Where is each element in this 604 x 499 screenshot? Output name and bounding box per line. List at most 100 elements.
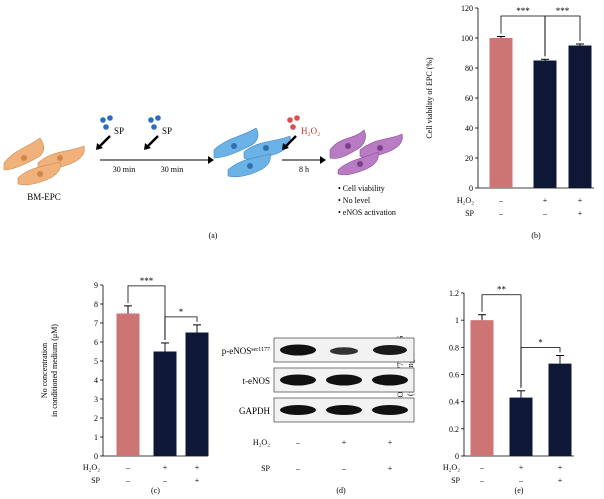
chart-e-bar-H2O2 (509, 397, 533, 456)
blot-h2o2-label: H₂O₂ (253, 438, 270, 447)
chart-e-ytick-label-6: 1.2 (449, 289, 459, 298)
chart-c-cond-label-1: SP (91, 476, 100, 485)
sp-add-arrowhead-2 (144, 143, 151, 150)
chart-b-cond-label-1: SP (465, 209, 474, 218)
chart-b-caption: (b) (531, 231, 541, 240)
sp-dots-2 (148, 115, 161, 130)
chart-c-sig-label-0: *** (140, 276, 154, 286)
outcome-no-level: • No level (338, 196, 371, 205)
chart-e-sig-bracket-1 (520, 347, 561, 388)
chart-b-ytick-label-6: 120 (461, 4, 473, 13)
caption-a: (a) (209, 231, 218, 240)
sp-dots-1 (100, 115, 113, 130)
h2o2-add-arrowhead (282, 143, 289, 150)
sp-add-arrow-1 (99, 135, 111, 147)
chart-e-ytick-label-4: 0.8 (449, 343, 459, 352)
sp-label-1: SP (114, 126, 124, 136)
chart-b: 0 20 40 60 80 100 120 Cell viability of EPC (%)… (425, 4, 594, 240)
chart-b-cond-sign-1-2: + (578, 209, 583, 218)
chart-e-cond-sign-1-1: – (518, 476, 524, 485)
band-label-p-enos: p-eNOSser1177 (222, 346, 270, 356)
band-t-enos-3 (372, 374, 408, 386)
chart-c-ytick-label-8: 8 (94, 300, 98, 309)
chart-b-cond-sign-0-0: – (498, 196, 504, 205)
time-label-1: 30 min (113, 165, 135, 174)
timeline-arrowhead-2 (320, 156, 326, 164)
chart-e: 00.20.40.60.811.2p-eNOSser1177/t-eNOS(fo… (396, 285, 574, 495)
band-p-enos-2 (330, 347, 358, 355)
sp-label-2: SP (162, 126, 172, 136)
time-label-2: 30 min (161, 165, 183, 174)
chart-c-ytick-label-7: 7 (94, 319, 98, 328)
chart-e-sig-label-1: * (538, 337, 543, 347)
chart-c-ytick-label-6: 6 (94, 338, 98, 347)
chart-b-sig-label-1: *** (556, 6, 570, 16)
chart-b-cond-sign-0-1: + (543, 196, 548, 205)
chart-c-cond-label-0: H₂O₂ (83, 463, 100, 472)
band-label-gapdh: GAPDH (239, 406, 271, 416)
panel-d-western-blot: p-eNOSser1177 t-eNOS GAPDH H₂O₂ – + + SP… (222, 337, 415, 495)
band-p-enos-3 (373, 345, 407, 355)
chart-e-cond-sign-0-1: + (519, 463, 524, 472)
chart-e-sig-bracket-0 (481, 294, 522, 388)
chart-b-bar-H2O2 (533, 60, 557, 188)
chart-e-caption: (e) (515, 486, 524, 495)
chart-c-cond-sign-1-1: – (162, 476, 168, 485)
chart-c-ytick-label-1: 1 (94, 433, 98, 442)
chart-b-ytick-label-5: 100 (461, 34, 473, 43)
blot-sp-label: SP (261, 464, 270, 473)
chart-e-cond-label-0: H₂O₂ (443, 463, 460, 472)
chart-c-ytick-label-4: 4 (94, 376, 98, 385)
chart-c-ytick-label-3: 3 (94, 395, 98, 404)
chart-e-ytick-label-5: 1 (455, 316, 459, 325)
chart-b-ytick-label-4: 80 (465, 64, 473, 73)
blot-h2o2-sign-2: + (342, 438, 347, 447)
chart-b-ytick-label-2: 40 (465, 124, 473, 133)
chart-e-sig-label-0: ** (497, 285, 507, 295)
outcome-cell-viability: • Cell viability (338, 184, 385, 193)
chart-c-ytick-label-2: 2 (94, 414, 98, 423)
chart-e-ytick-label-0: 0 (455, 452, 459, 461)
chart-e-bar-H2O2+SP (548, 363, 572, 456)
blot-sp-sign-1: – (295, 464, 301, 473)
chart-c-bar-H2O2 (153, 351, 177, 456)
chart-b-sig-bracket-1 (544, 15, 581, 57)
chart-c-cond-sign-1-0: – (125, 476, 131, 485)
bands-gapdh (280, 405, 408, 415)
chart-c: 0 1 2 3 4 5 6 7 8 9 No concentrationin conditioned… (40, 276, 209, 495)
chart-e-ytick-label-2: 0.4 (449, 398, 459, 407)
chart-b-ytick-label-1: 20 (465, 154, 473, 163)
blot-h2o2-sign-1: – (295, 438, 301, 447)
chart-c-sig-bracket-1 (164, 316, 198, 340)
chart-b-ytick-label-0: 0 (469, 184, 473, 193)
chart-c-caption: (c) (151, 486, 160, 495)
chart-b-ytick-label-3: 60 (465, 94, 473, 103)
chart-b-bar-H2O2+SP (568, 45, 592, 188)
bands-p-enos (280, 344, 407, 356)
bm-epc-label: BM-EPC (27, 192, 61, 202)
time-label-3: 8 h (299, 165, 309, 174)
band-t-enos-2 (326, 374, 362, 386)
h2o2-label-a: H₂O₂ (301, 126, 320, 136)
chart-c-sig-bracket-0 (127, 285, 166, 340)
h2o2-dots (287, 115, 300, 130)
band-t-enos-1 (280, 374, 316, 386)
chart-b-bar-control (489, 38, 513, 188)
chart-b-sig-label-0: *** (516, 6, 530, 16)
panel-a-schematic: BM-EPC SP 30 min SP 30 min (3, 115, 403, 240)
chart-b-cond-sign-1-1: – (542, 209, 548, 218)
timeline-arrowhead-1 (208, 156, 214, 164)
chart-b-ylabel: Cell viability of EPC (%) (425, 57, 434, 139)
chart-c-cond-sign-0-0: – (125, 463, 131, 472)
blot-sp-sign-3: + (388, 464, 393, 473)
chart-e-cond-label-1: SP (451, 476, 460, 485)
bands-t-enos (280, 374, 408, 386)
h2o2-add-arrow (285, 135, 297, 147)
chart-b-cond-sign-1-0: – (498, 209, 504, 218)
chart-c-bar-control (116, 313, 140, 456)
sp-add-arrowhead-1 (96, 143, 103, 150)
bm-epc-cells (3, 137, 85, 186)
sp-add-arrow-2 (147, 135, 159, 147)
chart-e-cond-sign-0-0: – (479, 463, 485, 472)
